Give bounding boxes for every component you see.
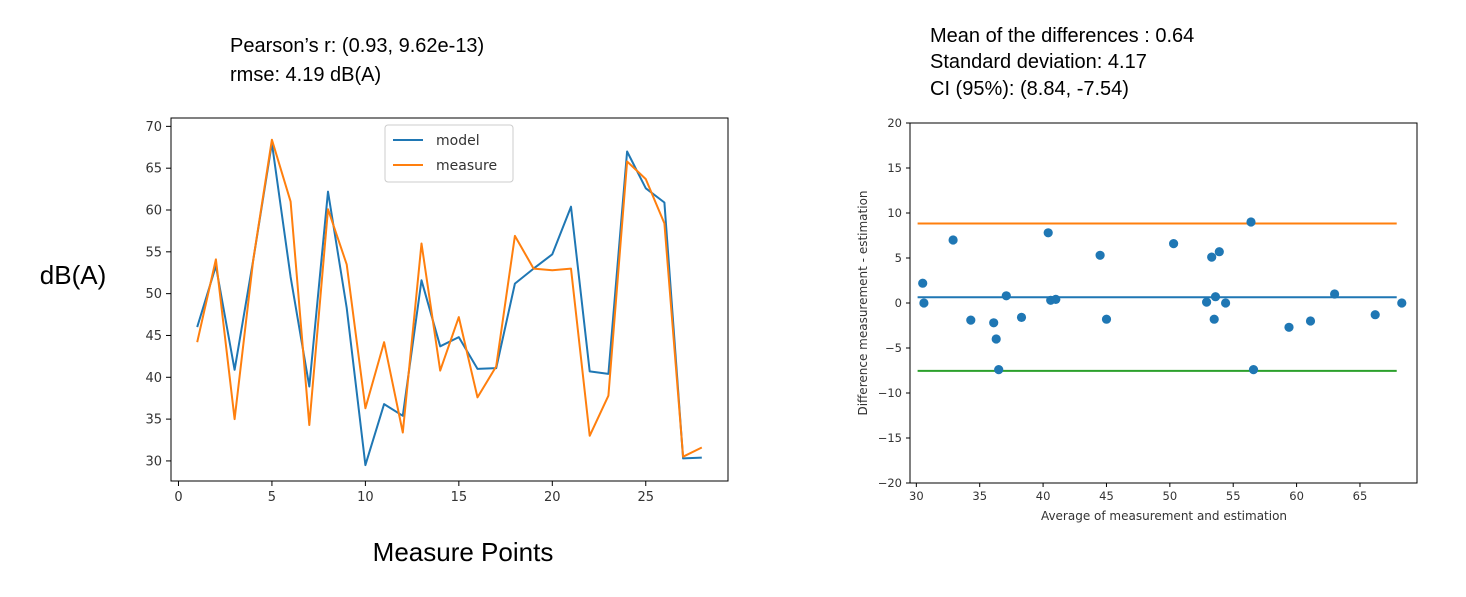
right-x-axis: 30 35 40 45 50 55 60 65 [909,483,1367,503]
right-y-tick-label: −10 [878,386,902,400]
scatter-point [1330,289,1340,299]
scatter-points [918,217,1407,375]
left-y-tick-label: 60 [145,204,162,219]
left-y-tick-label: 70 [145,120,162,135]
scatter-point [1305,316,1316,326]
series-line-model [196,142,702,467]
right-x-tick-label: 60 [1289,489,1304,503]
left-x-axis-label: Measure Points [373,537,554,567]
scatter-point [1214,247,1224,257]
left-x-tick-label: 20 [544,490,561,505]
scatter-point [994,365,1004,375]
line-chart: Pearson’s r: (0.93, 9.62e-13) rmse: 4.19… [40,35,729,567]
scatter-point [1370,310,1380,320]
left-plot-frame [170,117,729,482]
right-x-tick-label: 50 [1163,489,1178,503]
scatter-point [918,278,928,288]
legend: model measure [384,124,514,183]
series-line-measure [196,138,703,458]
scatter-point [1169,239,1179,249]
right-y-axis-label: Difference measurement - estimation [856,190,870,415]
right-x-tick-label: 45 [1099,489,1114,503]
left-y-tick-label: 30 [145,454,162,469]
scatter-point [1248,365,1259,375]
scatter-point [1209,314,1219,324]
right-y-tick-label: 5 [895,251,902,265]
right-x-tick-label: 30 [909,489,924,503]
scatter-point [1043,228,1053,238]
left-series-group [196,138,703,467]
scatter-point [1095,250,1105,260]
left-y-tick-label: 50 [145,287,162,302]
left-y-tick-label: 65 [145,162,162,177]
scatter-point [991,334,1001,344]
scatter-point [1397,298,1407,308]
scatter-point [948,235,958,245]
left-y-tick-label: 40 [145,371,162,386]
left-y-axis: 30 35 40 45 50 55 60 65 70 [145,120,171,469]
left-annotation-1: Pearson’s r: (0.93, 9.62e-13) [230,35,484,57]
scatter-point [966,315,976,325]
legend-label-measure: measure [436,158,497,174]
left-annotation-2: rmse: 4.19 dB(A) [230,64,381,86]
scatter-point [989,318,999,328]
legend-label-model: model [436,133,480,149]
right-x-tick-label: 40 [1036,489,1051,503]
right-y-tick-label: 20 [887,116,902,130]
scatter-point [1051,294,1061,304]
scatter-point [1246,217,1256,227]
left-x-tick-label: 5 [268,490,276,505]
scatter-point [919,298,929,308]
left-x-axis: 0 5 10 15 20 25 [174,481,654,505]
right-x-tick-label: 55 [1226,489,1241,503]
right-x-tick-label: 65 [1353,489,1368,503]
scatter-point [1221,298,1231,308]
left-x-tick-label: 15 [451,490,468,505]
left-y-tick-label: 35 [145,413,162,428]
left-x-tick-label: 25 [637,490,654,505]
right-annotation-3: CI (95%): (8.84, -7.54) [930,78,1129,100]
right-y-axis: −20 −15 −10 −5 0 5 10 15 20 [878,116,910,490]
left-y-tick-label: 45 [145,329,162,344]
left-x-tick-label: 10 [357,490,374,505]
right-y-tick-label: −20 [878,476,902,490]
left-y-axis-label: dB(A) [40,260,106,290]
right-annotation-2: Standard deviation: 4.17 [930,51,1147,73]
scatter-point [1101,314,1112,324]
right-annotation-1: Mean of the differences : 0.64 [930,25,1194,47]
right-x-axis-label: Average of measurement and estimation [1041,509,1287,523]
reference-lines [917,222,1397,372]
scatter-point [1016,312,1027,322]
scatter-point [1210,292,1221,302]
right-y-tick-label: 10 [887,206,902,220]
right-y-tick-label: 0 [895,296,902,310]
right-y-tick-label: −15 [878,431,902,445]
right-plot-frame [909,122,1418,484]
scatter-point [1202,297,1212,307]
scatter-point [1284,322,1294,332]
bland-altman-chart: Mean of the differences : 0.64 Standard … [856,25,1418,523]
left-x-tick-label: 0 [174,490,182,505]
right-x-tick-label: 35 [972,489,987,503]
scatter-point [1207,252,1217,262]
right-y-tick-label: −5 [885,341,902,355]
scatter-point [1001,291,1011,301]
right-y-tick-label: 15 [887,161,902,175]
left-y-tick-label: 55 [145,245,162,260]
